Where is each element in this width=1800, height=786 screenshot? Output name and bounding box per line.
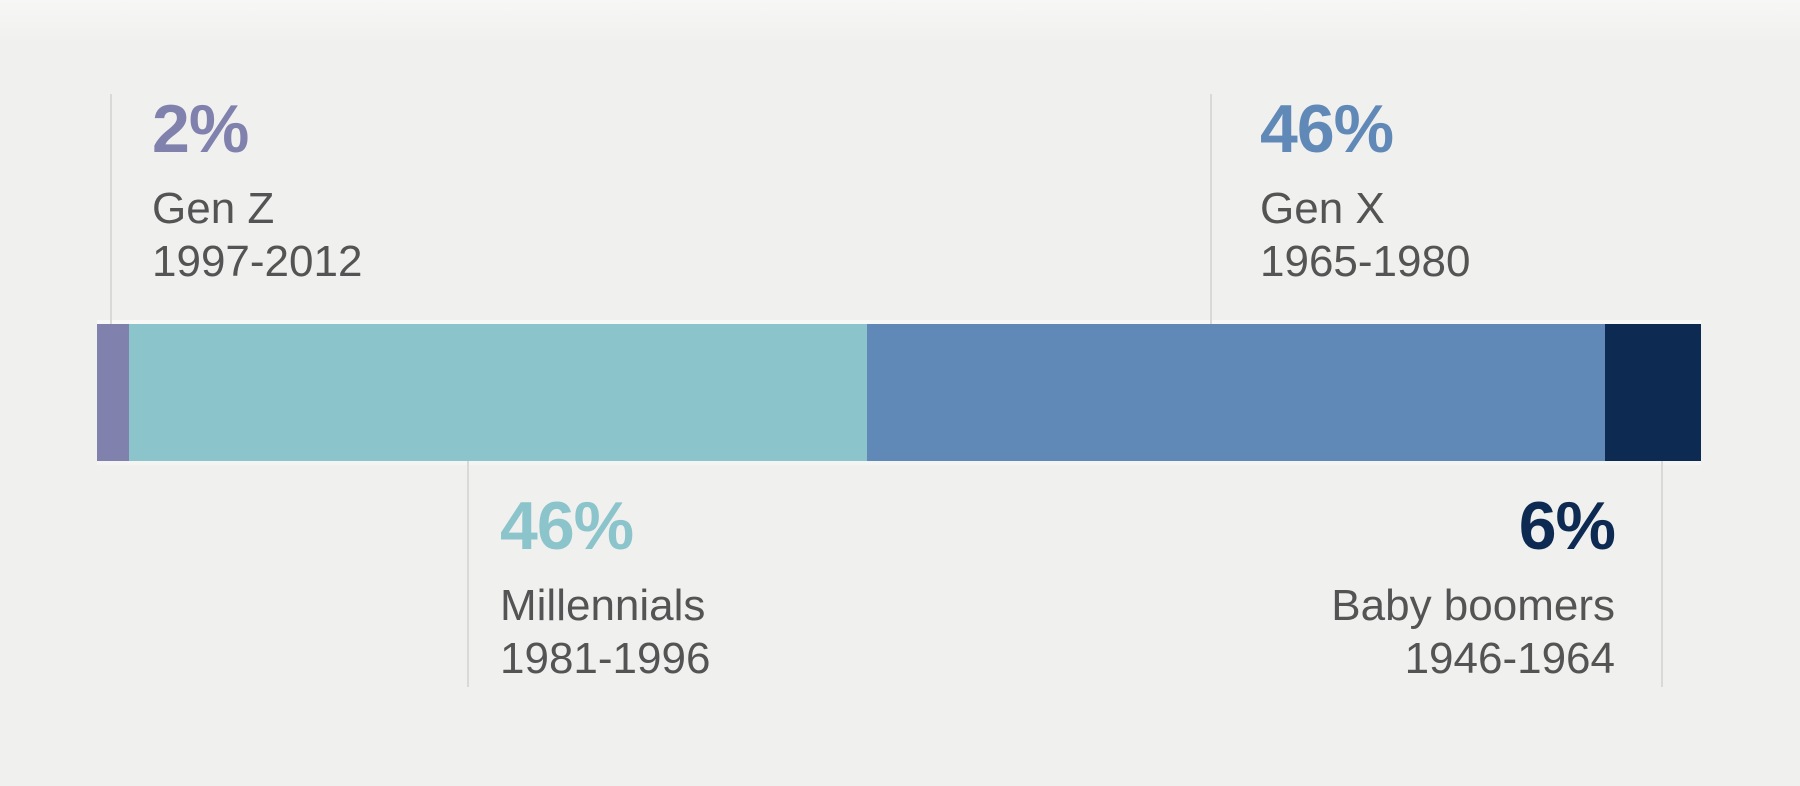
gen-z-name: Gen Z: [152, 184, 275, 233]
gen-x-percent: 46%: [1260, 91, 1394, 167]
bar-segment-baby-boomers: [1604, 324, 1701, 461]
millennials-years: 1981-1996: [500, 634, 711, 683]
gen-x-years: 1965-1980: [1260, 237, 1471, 286]
callout-gen-x: 46% Gen X 1965-1980: [1210, 94, 1470, 324]
baby-boomers-percent: 6%: [1518, 488, 1616, 564]
millennials-percent: 46%: [500, 488, 634, 564]
stacked-bar: [97, 324, 1701, 461]
callout-millennials: 46% Millennials 1981-1996: [467, 461, 710, 687]
gen-x-name: Gen X: [1260, 184, 1385, 233]
baby-boomers-years: 1946-1964: [1404, 634, 1615, 683]
bar-segment-millennials: [129, 324, 867, 461]
bar-segment-gen-x: [866, 324, 1605, 461]
baby-boomers-name: Baby boomers: [1331, 581, 1615, 630]
callout-baby-boomers: 6% Baby boomers 1946-1964: [1103, 461, 1663, 687]
callout-gen-z: 2% Gen Z 1997-2012: [110, 94, 362, 324]
gen-z-years: 1997-2012: [152, 237, 363, 286]
gen-z-percent: 2%: [152, 91, 249, 167]
millennials-name: Millennials: [500, 581, 706, 630]
bar-segment-gen-z: [97, 324, 130, 461]
